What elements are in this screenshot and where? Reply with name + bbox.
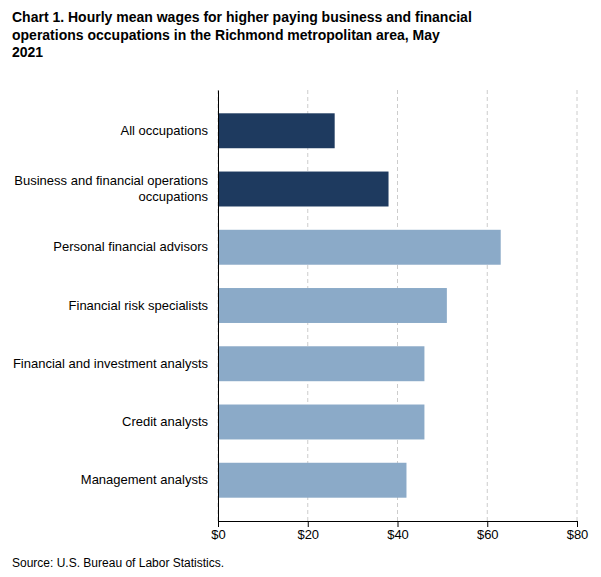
bar [218,288,447,323]
title: Chart 1. Hourly mean wages for higher pa… [12,9,472,60]
bar [218,230,501,265]
y-axis-line [218,91,219,522]
x-tick-mark [308,521,309,527]
bars [218,113,501,497]
plot: $0 $20 $40 $60 $80 Management analysts Credit … [13,90,588,542]
y-tick-label: Business and financial operationsoccupat… [14,173,208,204]
x-axis: $0 $20 $40 $60 $80 [211,521,588,542]
y-tick-label: Personal financial advisors [53,239,208,254]
bar [218,405,424,440]
x-tick-label: $60 [477,527,499,542]
x-tick: $0 [211,521,225,542]
x-tick-mark [577,521,578,527]
bar [218,113,335,148]
x-tick-mark [398,521,399,527]
y-tick: All occupations [121,123,218,138]
bar [218,346,424,381]
x-tick: $60 [477,521,499,542]
y-tick-label: Management analysts [81,472,209,487]
y-tick: Financial and investment analysts [13,356,218,371]
x-tick: $40 [387,521,409,542]
y-tick: Credit analysts [122,414,218,429]
grid-line [487,90,488,521]
x-tick: $80 [567,521,589,542]
x-tick-label: $40 [387,527,409,542]
grid-line [218,90,219,521]
x-tick-label: $80 [567,527,589,542]
chart: Chart 1. Hourly mean wages for higher pa… [0,0,601,577]
x-tick-mark [218,521,219,527]
bar [218,463,406,498]
bar [218,172,389,207]
x-axis-line [219,522,578,528]
x-tick: $20 [297,521,319,542]
y-tick-label: Financial risk specialists [69,298,209,313]
y-axis: Management analysts Credit analysts Financ… [13,91,219,522]
y-tick: Business and financial operationsoccupat… [14,173,218,204]
grid [218,90,577,521]
y-tick: Management analysts [81,472,218,487]
x-tick-mark [487,521,488,527]
y-tick-label: Credit analysts [122,414,208,429]
x-tick-label: $0 [211,527,225,542]
y-tick-label: Financial and investment analysts [13,356,209,371]
y-tick-label: All occupations [121,123,209,138]
source-note: Source: U.S. Bureau of Labor Statistics. [12,556,224,570]
y-tick: Financial risk specialists [69,298,218,313]
x-tick-label: $20 [297,527,319,542]
y-tick: Personal financial advisors [53,239,218,254]
grid-line [577,90,578,521]
